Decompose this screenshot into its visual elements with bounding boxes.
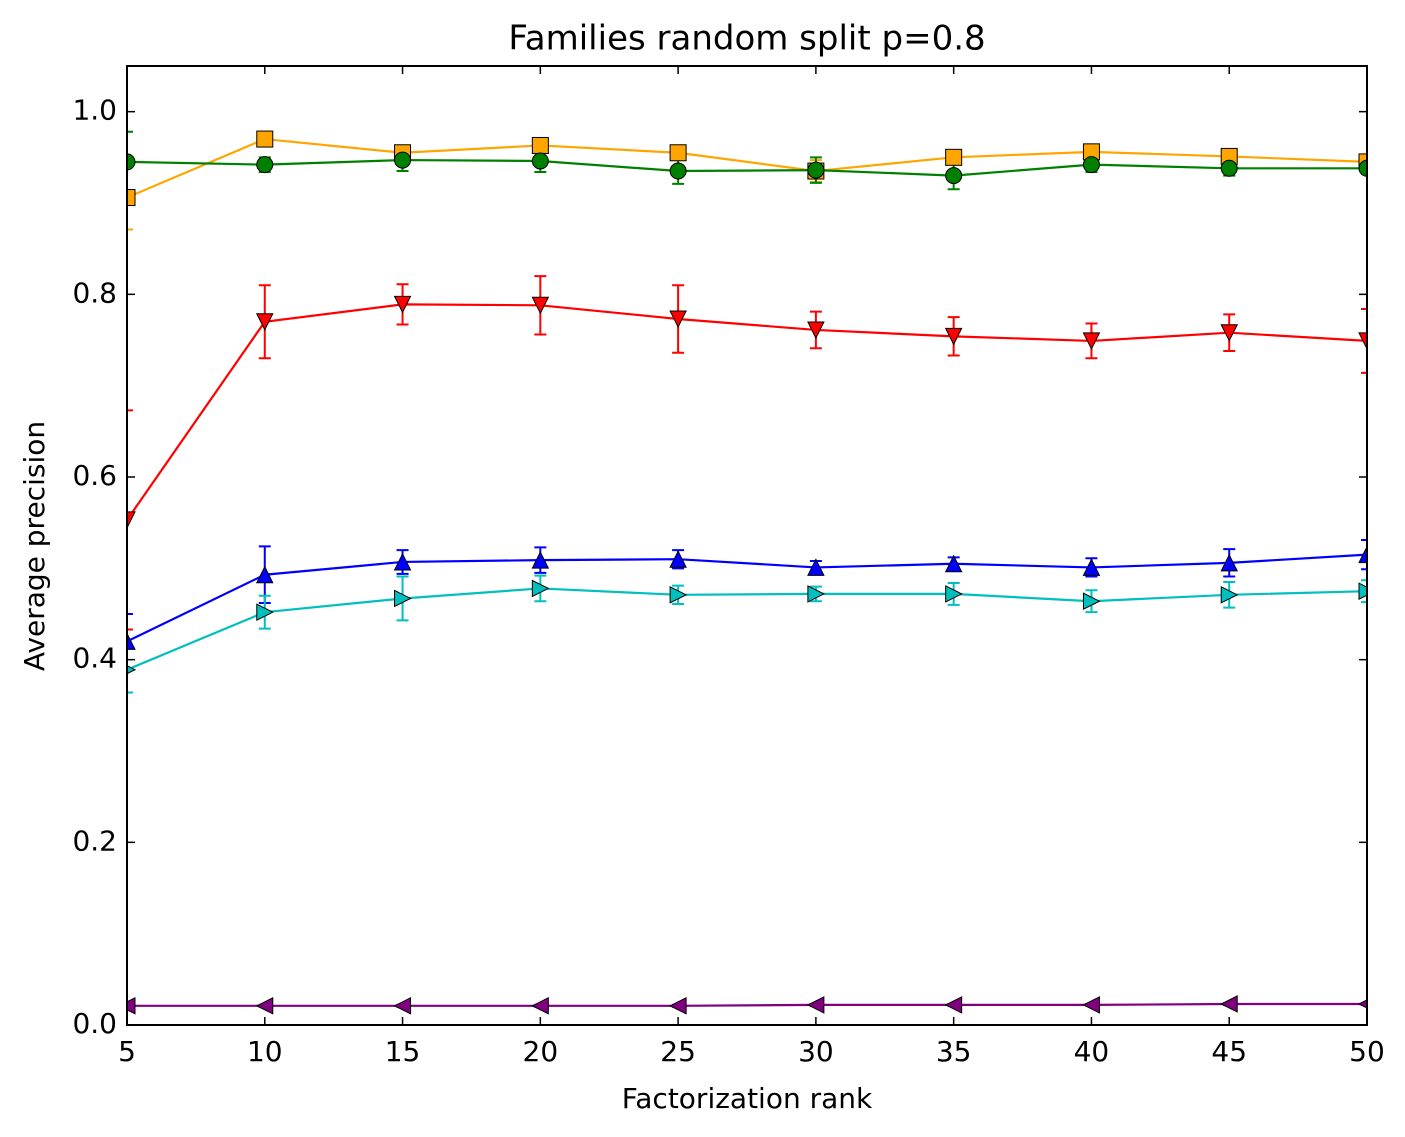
- data-point: [807, 321, 825, 340]
- series-line: [127, 158, 1367, 177]
- data-point: [944, 996, 963, 1014]
- y-tick-label: 0.4: [72, 642, 117, 675]
- data-point: [127, 665, 137, 675]
- series-line: [127, 1002, 1367, 1007]
- data-point: [127, 189, 136, 207]
- x-tick-label: 5: [118, 1035, 136, 1068]
- data-point: [127, 511, 136, 530]
- data-point: [669, 162, 687, 180]
- data-point: [669, 586, 688, 604]
- data-point: [256, 603, 274, 621]
- x-tick-label: 25: [660, 1035, 696, 1068]
- data-point: [531, 152, 549, 170]
- data-point: [807, 161, 825, 179]
- data-point: [668, 997, 687, 1015]
- data-point: [945, 148, 963, 166]
- x-tick-label: 40: [1074, 1035, 1110, 1068]
- data-point: [807, 558, 825, 576]
- chart-title: Families random split p=0.8: [508, 19, 985, 59]
- series-line: [127, 587, 1367, 671]
- data-point: [127, 632, 136, 650]
- x-tick-label: 10: [247, 1035, 283, 1068]
- data-point: [255, 997, 274, 1015]
- data-point: [945, 167, 963, 185]
- data-point: [1220, 586, 1239, 604]
- x-tick-label: 20: [523, 1035, 559, 1068]
- y-tick-label: 0.2: [72, 824, 117, 857]
- data-point: [1082, 558, 1101, 576]
- data-point: [1358, 159, 1367, 177]
- data-point: [669, 550, 687, 568]
- data-point: [394, 151, 412, 169]
- data-point: [127, 997, 136, 1015]
- data-point: [1220, 324, 1239, 342]
- plot-area: [127, 130, 1367, 1015]
- data-point: [531, 550, 550, 569]
- series-line: [127, 137, 1367, 199]
- data-point: [531, 997, 549, 1015]
- data-point: [1082, 332, 1101, 351]
- data-point: [393, 295, 412, 314]
- data-point: [393, 552, 412, 571]
- data-point: [256, 130, 274, 148]
- data-point: [531, 136, 549, 154]
- y-tick-label: 0.8: [72, 276, 117, 309]
- series-line: [127, 303, 1367, 521]
- x-tick-label: 15: [385, 1035, 421, 1068]
- data-point: [669, 310, 687, 329]
- error-bar: [1361, 307, 1367, 374]
- data-point: [127, 153, 136, 171]
- data-point: [393, 997, 412, 1015]
- error-bar: [1361, 539, 1367, 571]
- error-bar: [1361, 579, 1367, 604]
- data-point: [1357, 999, 1367, 1009]
- data-point: [531, 579, 550, 598]
- series-line: [127, 553, 1367, 643]
- data-point: [1082, 592, 1101, 611]
- data-point: [1220, 553, 1239, 572]
- data-point: [1358, 545, 1367, 564]
- axes-frame: [126, 65, 1368, 1026]
- y-axis-label: Average precision: [18, 421, 51, 671]
- y-tick-label: 0.6: [72, 459, 117, 492]
- data-point: [1358, 582, 1367, 600]
- x-tick-label: 35: [936, 1035, 972, 1068]
- x-tick-label: 30: [798, 1035, 834, 1068]
- x-tick-label: 45: [1211, 1035, 1247, 1068]
- data-point: [256, 156, 274, 174]
- data-point: [1082, 156, 1100, 174]
- data-point: [945, 585, 963, 603]
- data-point: [1082, 996, 1100, 1014]
- data-point: [669, 144, 687, 162]
- error-bar: [127, 409, 133, 631]
- data-point: [255, 565, 274, 584]
- x-tick-label: 50: [1349, 1035, 1385, 1068]
- x-axis-label: Factorization rank: [622, 1082, 873, 1115]
- data-point: [1220, 995, 1238, 1013]
- data-point: [255, 313, 274, 331]
- data-point: [807, 585, 826, 603]
- data-point: [1220, 159, 1238, 177]
- data-point: [944, 327, 963, 346]
- y-tick-label: 1.0: [72, 94, 117, 127]
- data-point: [394, 589, 412, 608]
- y-tick-label: 0.0: [72, 1007, 117, 1040]
- data-point: [1358, 332, 1367, 351]
- data-point: [806, 996, 825, 1014]
- data-point: [531, 296, 550, 315]
- data-point: [944, 554, 963, 573]
